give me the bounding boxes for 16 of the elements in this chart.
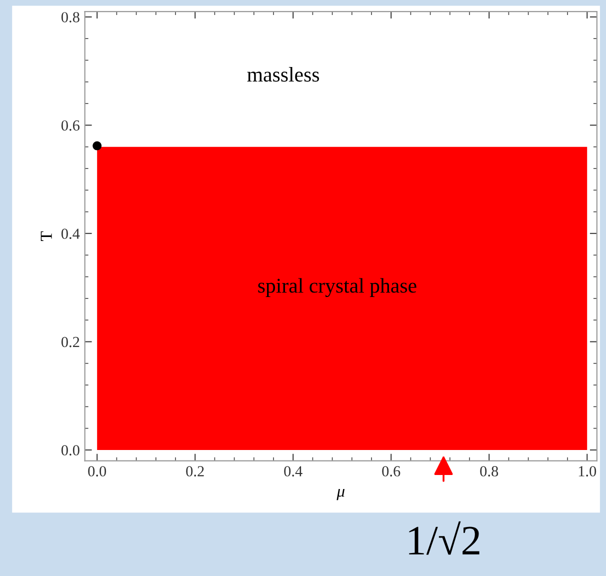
y-axis-title: T bbox=[40, 231, 52, 241]
x-tick-label: 0.6 bbox=[382, 466, 400, 476]
annotation: spiral crystal phase bbox=[258, 278, 416, 298]
annotation: massless bbox=[247, 67, 319, 82]
x-tick-label: 0.4 bbox=[284, 466, 302, 476]
text: 1/√2 bbox=[409, 521, 480, 555]
y-tick-label: 0.0 bbox=[61, 445, 80, 456]
x-axis-title: μ bbox=[336, 488, 345, 500]
x-tick-label: 0.0 bbox=[88, 466, 106, 476]
y-tick-label: 0.8 bbox=[61, 12, 80, 22]
y-tick-label: 0.4 bbox=[61, 228, 80, 239]
x-tick-label: 0.2 bbox=[186, 466, 204, 476]
y-tick-label: 0.2 bbox=[61, 336, 80, 348]
x-tick-label: 0.8 bbox=[480, 466, 498, 476]
x-tick-label: 1.0 bbox=[578, 466, 596, 476]
y-tick-label: 0.6 bbox=[61, 120, 80, 131]
